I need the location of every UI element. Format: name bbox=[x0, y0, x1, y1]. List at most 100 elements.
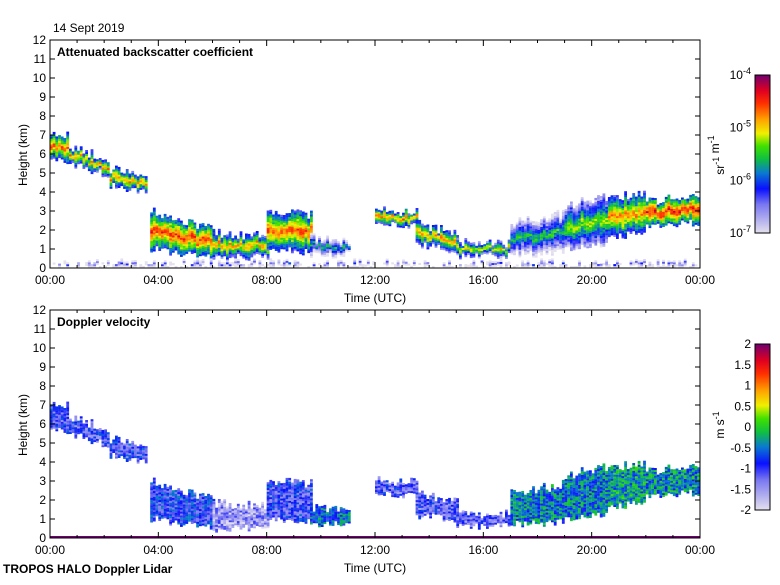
data-cell bbox=[240, 520, 243, 522]
data-cell bbox=[213, 525, 216, 527]
data-cell bbox=[386, 212, 389, 214]
data-cell bbox=[234, 521, 237, 523]
data-cell bbox=[464, 238, 467, 240]
data-cell bbox=[102, 262, 105, 264]
data-cell bbox=[562, 238, 565, 240]
data-cell bbox=[183, 244, 186, 246]
data-cell bbox=[627, 220, 630, 222]
data-cell bbox=[204, 523, 207, 525]
data-cell bbox=[676, 204, 679, 206]
data-cell bbox=[310, 237, 313, 239]
data-cell bbox=[161, 224, 164, 226]
data-cell bbox=[280, 222, 283, 224]
data-cell bbox=[432, 227, 435, 229]
data-cell bbox=[513, 240, 516, 242]
data-cell bbox=[429, 237, 432, 239]
data-cell bbox=[177, 496, 180, 498]
data-cell bbox=[527, 260, 530, 262]
data-cell bbox=[72, 422, 75, 424]
data-cell bbox=[500, 246, 503, 248]
data-cell bbox=[131, 449, 134, 451]
data-cell bbox=[375, 212, 378, 214]
data-cell bbox=[66, 405, 69, 407]
data-cell bbox=[158, 506, 161, 508]
data-cell bbox=[185, 227, 188, 229]
data-cell bbox=[169, 262, 172, 264]
data-cell bbox=[562, 252, 565, 254]
data-cell bbox=[196, 229, 199, 231]
data-cell bbox=[131, 447, 134, 449]
data-cell bbox=[543, 230, 546, 232]
data-cell bbox=[546, 249, 549, 251]
data-cell bbox=[202, 254, 205, 256]
data-cell bbox=[199, 260, 202, 262]
data-cell bbox=[548, 259, 551, 261]
data-cell bbox=[80, 162, 83, 164]
data-cell bbox=[649, 215, 652, 217]
data-cell bbox=[692, 221, 695, 223]
data-cell bbox=[177, 239, 180, 241]
data-cell bbox=[427, 236, 430, 238]
data-cell bbox=[348, 248, 351, 250]
data-cell bbox=[180, 242, 183, 244]
data-cell bbox=[557, 238, 560, 240]
data-cell bbox=[85, 420, 88, 422]
data-cell bbox=[234, 516, 237, 518]
data-cell bbox=[118, 450, 121, 452]
data-cell bbox=[102, 175, 105, 177]
data-cell bbox=[318, 249, 321, 251]
data-cell bbox=[93, 162, 96, 164]
data-cell bbox=[589, 221, 592, 223]
data-cell bbox=[210, 497, 213, 499]
data-cell bbox=[85, 165, 88, 167]
data-cell bbox=[538, 230, 541, 232]
data-cell bbox=[202, 516, 205, 518]
data-cell bbox=[180, 232, 183, 234]
data-cell bbox=[613, 229, 616, 231]
data-cell bbox=[673, 222, 676, 224]
data-cell bbox=[210, 231, 213, 233]
data-cell bbox=[291, 509, 294, 511]
data-cell bbox=[234, 247, 237, 249]
data-cell bbox=[156, 501, 159, 503]
data-cell bbox=[164, 492, 167, 494]
data-cell bbox=[223, 514, 226, 516]
data-cell bbox=[137, 456, 140, 458]
data-cell bbox=[280, 217, 283, 219]
data-cell bbox=[158, 234, 161, 236]
data-cell bbox=[630, 228, 633, 230]
data-cell bbox=[291, 209, 294, 211]
data-cell bbox=[232, 509, 235, 511]
data-cell bbox=[600, 213, 603, 215]
data-cell bbox=[613, 227, 616, 229]
data-cell bbox=[129, 183, 132, 185]
data-cell bbox=[640, 200, 643, 202]
data-cell bbox=[61, 412, 64, 414]
data-cell bbox=[654, 223, 657, 225]
data-cell bbox=[69, 154, 72, 156]
data-cell bbox=[250, 509, 253, 511]
data-cell bbox=[630, 209, 633, 211]
data-cell bbox=[337, 253, 340, 255]
data-cell bbox=[223, 518, 226, 520]
data-cell bbox=[443, 237, 446, 239]
data-cell bbox=[167, 491, 170, 493]
data-cell bbox=[213, 247, 216, 249]
data-cell bbox=[259, 241, 262, 243]
data-cell bbox=[657, 216, 660, 218]
data-cell bbox=[210, 239, 213, 241]
data-cell bbox=[204, 249, 207, 251]
data-cell bbox=[267, 519, 270, 521]
data-cell bbox=[294, 262, 297, 264]
data-cell bbox=[405, 264, 408, 266]
data-cell bbox=[177, 249, 180, 251]
data-cell bbox=[180, 230, 183, 232]
data-cell bbox=[427, 230, 430, 232]
data-cell bbox=[527, 248, 530, 250]
data-cell bbox=[540, 229, 543, 231]
data-cell bbox=[223, 245, 226, 247]
data-cell bbox=[326, 255, 329, 257]
data-cell bbox=[565, 215, 568, 217]
data-cell bbox=[156, 244, 159, 246]
data-cell bbox=[443, 235, 446, 237]
